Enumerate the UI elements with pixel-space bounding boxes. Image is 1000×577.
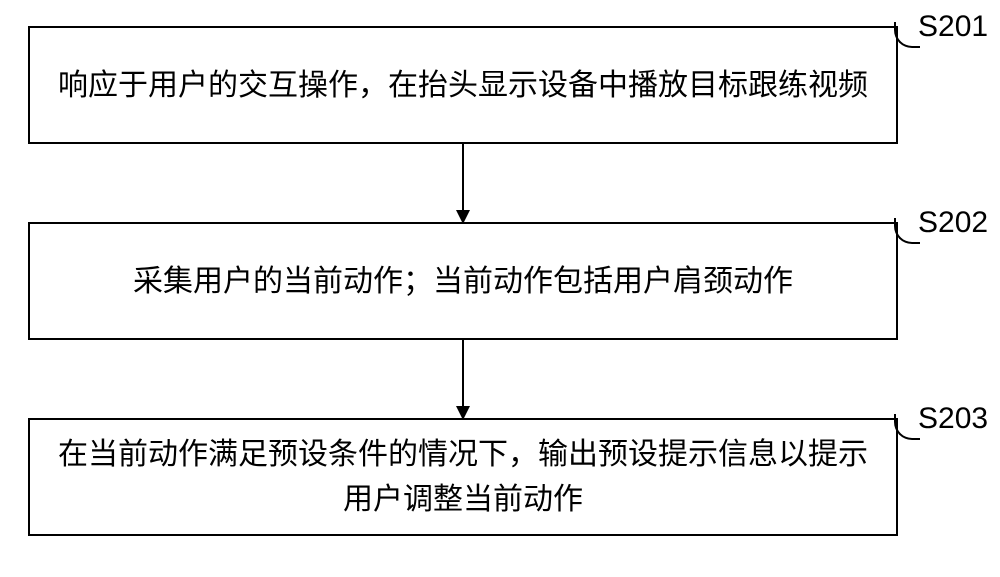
flow-node-step3: 在当前动作满足预设条件的情况下，输出预设提示信息以提示用户调整当前动作 <box>28 418 898 536</box>
step-label-s201: S201 <box>918 10 988 44</box>
flow-node-step1-text: 响应于用户的交互操作，在抬头显示设备中播放目标跟练视频 <box>58 63 868 108</box>
flow-node-step3-text: 在当前动作满足预设条件的情况下，输出预设提示信息以提示用户调整当前动作 <box>50 432 876 522</box>
step-label-s203: S203 <box>918 402 988 436</box>
flow-node-step1: 响应于用户的交互操作，在抬头显示设备中播放目标跟练视频 <box>28 26 898 144</box>
flow-node-step2-text: 采集用户的当前动作；当前动作包括用户肩颈动作 <box>133 259 793 304</box>
step-label-s202: S202 <box>918 206 988 240</box>
flow-node-step2: 采集用户的当前动作；当前动作包括用户肩颈动作 <box>28 222 898 340</box>
flowchart-canvas: 响应于用户的交互操作，在抬头显示设备中播放目标跟练视频 采集用户的当前动作；当前… <box>0 0 1000 577</box>
